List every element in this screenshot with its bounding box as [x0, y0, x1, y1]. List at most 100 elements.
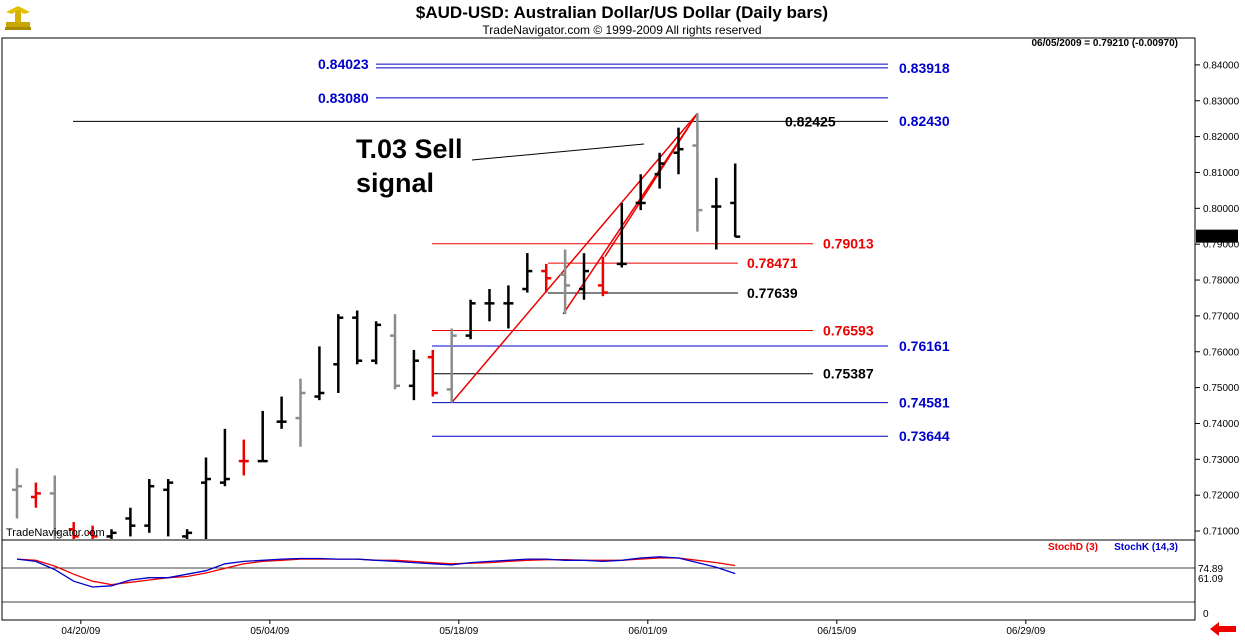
ohlc-bar [390, 314, 400, 390]
price-tick-label: 0.81000 [1203, 168, 1240, 179]
ohlc-bar [12, 468, 22, 519]
ohlc-bar [163, 479, 174, 537]
ohlc-bar [711, 177, 722, 250]
ohlc-bar [68, 522, 79, 539]
price-axis: 0.84000 0.83000 0.82000 0.81000 0.80000 0.790… [1195, 60, 1240, 538]
price-tick-label: 0.84000 [1203, 60, 1240, 71]
ohlc-bar [673, 127, 684, 175]
ohlc-bar [522, 253, 533, 293]
ohlc-bar [30, 482, 41, 508]
price-tick-label: 0.78000 [1203, 276, 1240, 287]
price-tick-label: 0.73000 [1203, 455, 1240, 466]
ohlc-bar [730, 163, 741, 238]
indicator-tick-zero: 0 [1203, 609, 1209, 620]
ohlc-bar [49, 475, 60, 539]
ohlc-bar [427, 349, 438, 397]
ohlc-bar [541, 263, 552, 293]
level-label: 0.79013 [823, 236, 874, 252]
level-label: 0.84023 [318, 56, 369, 72]
price-tick-label: 0.71000 [1203, 527, 1240, 538]
price-tick-label: 0.75000 [1203, 383, 1240, 394]
ohlc-bar [314, 346, 325, 401]
last-price-status: 06/05/2009 = 0.79210 (-0.00970) [1031, 38, 1178, 49]
ohlc-bar [144, 479, 155, 533]
date-tick-label: 04/20/09 [61, 626, 100, 637]
trend-line-steepest [604, 112, 699, 258]
level-label: 0.78471 [747, 255, 798, 271]
ohlc-bar [125, 507, 136, 537]
ohlc-bar [446, 328, 457, 403]
date-tick-label: 05/04/09 [250, 626, 289, 637]
ohlc-bar [182, 529, 193, 539]
last-price-box [1196, 229, 1238, 243]
level-label: 0.76593 [823, 322, 874, 338]
stochk-value-label: 61.09 [1198, 574, 1223, 585]
ohlc-bar [106, 529, 117, 539]
stochk-legend: StochK (14,3) [1114, 542, 1178, 553]
price-tick-label: 0.82000 [1203, 132, 1240, 143]
ohlc-bar [276, 396, 287, 429]
price-bars [12, 113, 741, 539]
ohlc-bar [692, 113, 703, 232]
ohlc-bar [333, 314, 344, 393]
level-label: 0.76161 [899, 338, 950, 354]
level-label: 0.82430 [899, 113, 950, 129]
ohlc-bar [579, 253, 589, 300]
ohlc-bar [616, 202, 627, 268]
level-label: 0.73644 [899, 428, 950, 444]
chart-subtitle: TradeNavigator.com © 1999-2009 All right… [482, 23, 761, 37]
signal-annotation-line2: signal [356, 168, 434, 198]
ohlc-bar [560, 249, 571, 315]
ohlc-bar [219, 428, 230, 487]
ohlc-bar [201, 457, 211, 539]
ohlc-bar [238, 439, 249, 476]
stochk-line [16, 556, 736, 588]
ohlc-bar [654, 152, 665, 189]
indicator-panel-frame [1, 539, 1196, 621]
date-tick-label: 05/18/09 [439, 626, 478, 637]
level-label: 0.75387 [823, 366, 874, 382]
ohlc-bar [352, 310, 363, 365]
ohlc-bar [635, 174, 646, 211]
scroll-left-arrow-icon[interactable] [1207, 622, 1237, 637]
ohlc-bar [408, 349, 419, 401]
level-label: 0.82425 [785, 113, 836, 129]
level-label: 0.74581 [899, 395, 950, 411]
ohlc-bar [484, 289, 495, 322]
level-label: 0.83918 [899, 60, 950, 76]
price-tick-label: 0.79000 [1203, 240, 1240, 251]
logo-icon [5, 6, 31, 30]
stochd-line [16, 557, 736, 586]
price-tick-label: 0.83000 [1203, 96, 1240, 107]
ohlc-bar [503, 285, 514, 329]
price-levels: 0.84023 0.83918 0.83080 0.82425 0.82430 0.790… [73, 56, 950, 444]
date-tick-label: 06/15/09 [817, 626, 856, 637]
ohlc-bar [257, 410, 268, 463]
stochd-value-label: 74.89 [1198, 564, 1223, 575]
watermark: TradeNavigator.com [6, 527, 105, 539]
price-tick-label: 0.76000 [1203, 347, 1240, 358]
signal-annotation-line1: T.03 Sell [356, 134, 463, 164]
ohlc-bar [295, 378, 306, 447]
ohlc-bar [371, 321, 382, 365]
ohlc-bar [465, 299, 476, 340]
trend-line-main [451, 112, 698, 404]
level-label: 0.77639 [747, 285, 798, 301]
price-panel-frame [1, 37, 1196, 541]
ohlc-bar [87, 525, 98, 539]
ohlc-bar [597, 256, 608, 297]
price-tick-label: 0.72000 [1203, 491, 1240, 502]
trend-lines [451, 112, 699, 404]
date-tick-label: 06/29/09 [1006, 626, 1045, 637]
level-label: 0.83080 [318, 90, 369, 106]
price-tick-label: 0.77000 [1203, 311, 1240, 322]
price-tick-label: 0.80000 [1203, 204, 1240, 215]
stochd-legend: StochD (3) [1048, 542, 1098, 553]
price-tick-label: 0.74000 [1203, 419, 1240, 430]
date-tick-label: 06/01/09 [628, 626, 667, 637]
last-price-label: 0.79210 [1198, 232, 1235, 243]
chart-title: $AUD-USD: Australian Dollar/US Dollar (D… [416, 3, 828, 22]
